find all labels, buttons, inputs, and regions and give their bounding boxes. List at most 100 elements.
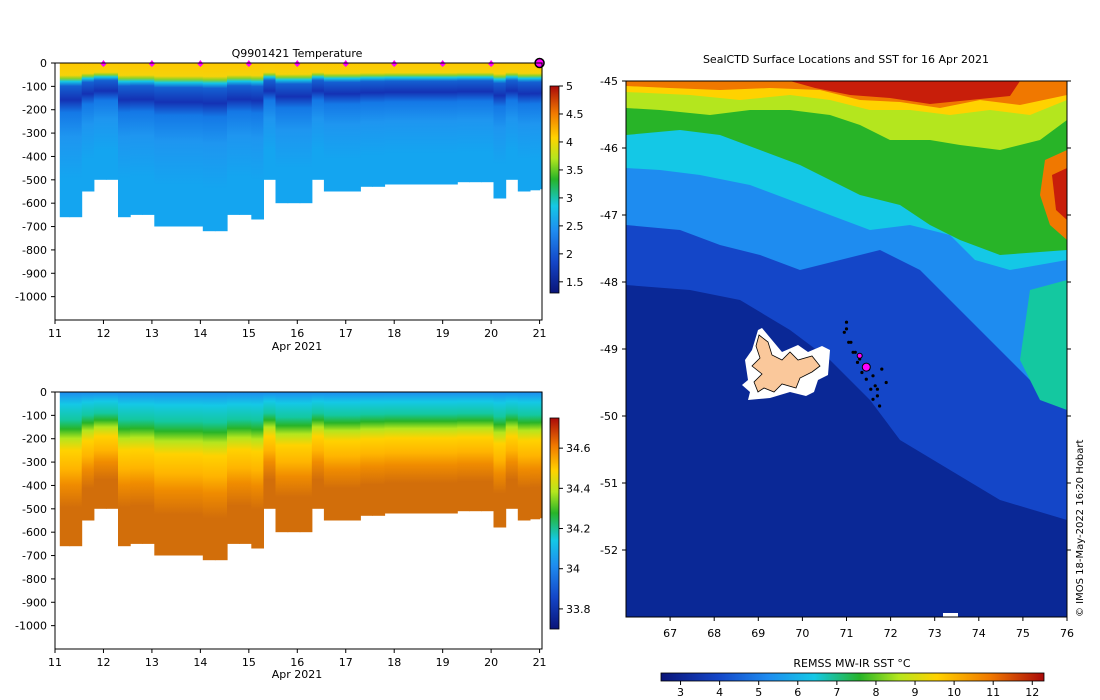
temperature-profile-column (239, 63, 252, 215)
latitude-tick-label: -50 (600, 410, 618, 423)
salinity-plot-frame (54, 391, 543, 650)
salinity-x-tick-label: 21 (533, 656, 547, 669)
temperature-y-tick-label: 0 (40, 57, 47, 70)
temperature-colorbar-tick-label: 2 (566, 248, 573, 261)
temperature-profile-column (81, 63, 95, 192)
longitude-tick-label: 72 (884, 627, 898, 640)
salinity-profile-column (408, 392, 422, 514)
seal-track-point (844, 320, 849, 324)
salinity-profile-columns (59, 392, 543, 561)
salinity-y-tick-label: -800 (22, 573, 47, 586)
salinity-y-tick-label: -200 (22, 433, 47, 446)
temperature-x-tick-label: 11 (48, 327, 62, 340)
salinity-section-plot: 11 12 13 14 15 16 17 18 19 20 21 0 -100 -200 -300 -400… (15, 386, 590, 681)
latitude-tick-label: -48 (600, 276, 618, 289)
salinity-x-tick-label: 12 (96, 656, 110, 669)
temperature-profile-column (457, 63, 470, 183)
salinity-profile-column (154, 392, 167, 556)
sst-colorbar-label: REMSS MW-IR SST °C (793, 657, 911, 670)
longitude-tick-label: 68 (707, 627, 721, 640)
sst-colorbar-tick-label: 8 (872, 686, 879, 699)
longitude-tick-label: 74 (972, 627, 986, 640)
salinity-profile-column (81, 392, 95, 521)
temperature-profile-column (275, 63, 289, 204)
salinity-x-tick-label: 16 (290, 656, 304, 669)
temperature-profile-column (118, 63, 131, 218)
temperature-x-tick-label: 18 (387, 327, 401, 340)
seal-track-point (847, 340, 851, 344)
temperature-profile-column (130, 63, 143, 215)
temperature-profile-column (348, 63, 361, 192)
temperature-x-tick-label: 21 (533, 327, 547, 340)
temperature-profile-column (69, 63, 83, 218)
salinity-profile-column (396, 392, 410, 514)
salinity-profile-column (105, 392, 119, 509)
temperature-profile-column (202, 63, 216, 232)
salinity-profile-column (372, 392, 386, 516)
salinity-profile-column (517, 392, 531, 521)
sst-colorbar-tick-label: 7 (833, 686, 840, 699)
temperature-x-ticks: 11 12 13 14 15 16 17 18 19 20 21 (48, 320, 547, 340)
temperature-y-ticks: 0 -100 -200 -300 -400 -500 -600 -700 -800 -900 -10… (15, 57, 55, 304)
seal-track-point (871, 374, 875, 378)
salinity-colorbar-ticks: 34.6 34.4 34.2 34 33.8 (559, 442, 591, 616)
salinity-x-tick-label: 18 (387, 656, 401, 669)
salinity-x-tick-label: 11 (48, 656, 62, 669)
salinity-colorbar-tick-label: 34.2 (566, 523, 591, 536)
temperature-profile-column (336, 63, 349, 192)
temperature-profile-column (396, 63, 410, 185)
seal-track-points (842, 320, 888, 408)
temperature-profile-column (323, 63, 337, 192)
imos-credit: © IMOS 18-May-2022 16:20 Hobart (1075, 440, 1086, 617)
temperature-title: Q9901421 Temperature (232, 47, 363, 60)
temperature-y-tick-label: -300 (22, 127, 47, 140)
temperature-colorbar-tick-label: 1.5 (566, 276, 584, 289)
sst-colorbar (660, 672, 1045, 682)
salinity-x-ticks: 11 12 13 14 15 16 17 18 19 20 21 (48, 649, 547, 669)
temperature-profile-column (481, 63, 495, 183)
temperature-section-plot: Q9901421 Temperature 11 12 13 14 15 16 17 18 19 2… (15, 47, 583, 353)
sst-colorbar-tick-label: 5 (755, 686, 762, 699)
salinity-profile-column (539, 392, 543, 519)
longitude-tick-label: 67 (663, 627, 677, 640)
salinity-profile-column (348, 392, 361, 521)
seal-track-point (878, 404, 882, 408)
salinity-y-tick-label: -500 (22, 503, 47, 516)
longitude-tick-label: 73 (928, 627, 942, 640)
salinity-profile-column (190, 392, 204, 556)
salinity-y-tick-label: -100 (22, 409, 47, 422)
seal-track-point (864, 377, 868, 381)
latitude-tick-label: -47 (600, 209, 618, 222)
temperature-y-tick-label: -800 (22, 244, 47, 257)
temperature-y-tick-label: -500 (22, 174, 47, 187)
temperature-profile-column (105, 63, 119, 180)
salinity-x-tick-label: 15 (242, 656, 256, 669)
sst-map-longitude-ticks: 67 68 69 70 71 72 73 74 75 76 (663, 617, 1074, 640)
sst-warm-north-core (790, 81, 1020, 104)
salinity-profile-column (493, 392, 507, 528)
longitude-tick-label: 71 (840, 627, 854, 640)
longitude-tick-label: 75 (1016, 627, 1030, 640)
sst-field (626, 81, 1067, 617)
temperature-x-tick-label: 16 (290, 327, 304, 340)
temperature-profile-column (299, 63, 313, 204)
salinity-profile-column (336, 392, 349, 521)
temperature-y-tick-label: -1000 (15, 291, 47, 304)
temperature-y-tick-label: -600 (22, 197, 47, 210)
seal-track-point (849, 340, 853, 344)
surface-location-highlight (856, 352, 863, 359)
salinity-profile-column (130, 392, 143, 544)
salinity-profile-column (214, 392, 228, 561)
salinity-profile-column (59, 392, 71, 547)
temperature-profile-column (360, 63, 373, 187)
salinity-xlabel: Apr 2021 (272, 668, 323, 681)
salinity-profile-column (142, 392, 155, 544)
temperature-profile-column (384, 63, 398, 185)
sst-colorbar-tick-label: 12 (1025, 686, 1039, 699)
salinity-x-tick-label: 20 (484, 656, 498, 669)
salinity-profile-column (239, 392, 252, 544)
temperature-colorbar (549, 85, 560, 294)
temperature-y-tick-label: -200 (22, 104, 47, 117)
salinity-x-tick-label: 17 (339, 656, 353, 669)
seal-track-point (853, 350, 857, 354)
